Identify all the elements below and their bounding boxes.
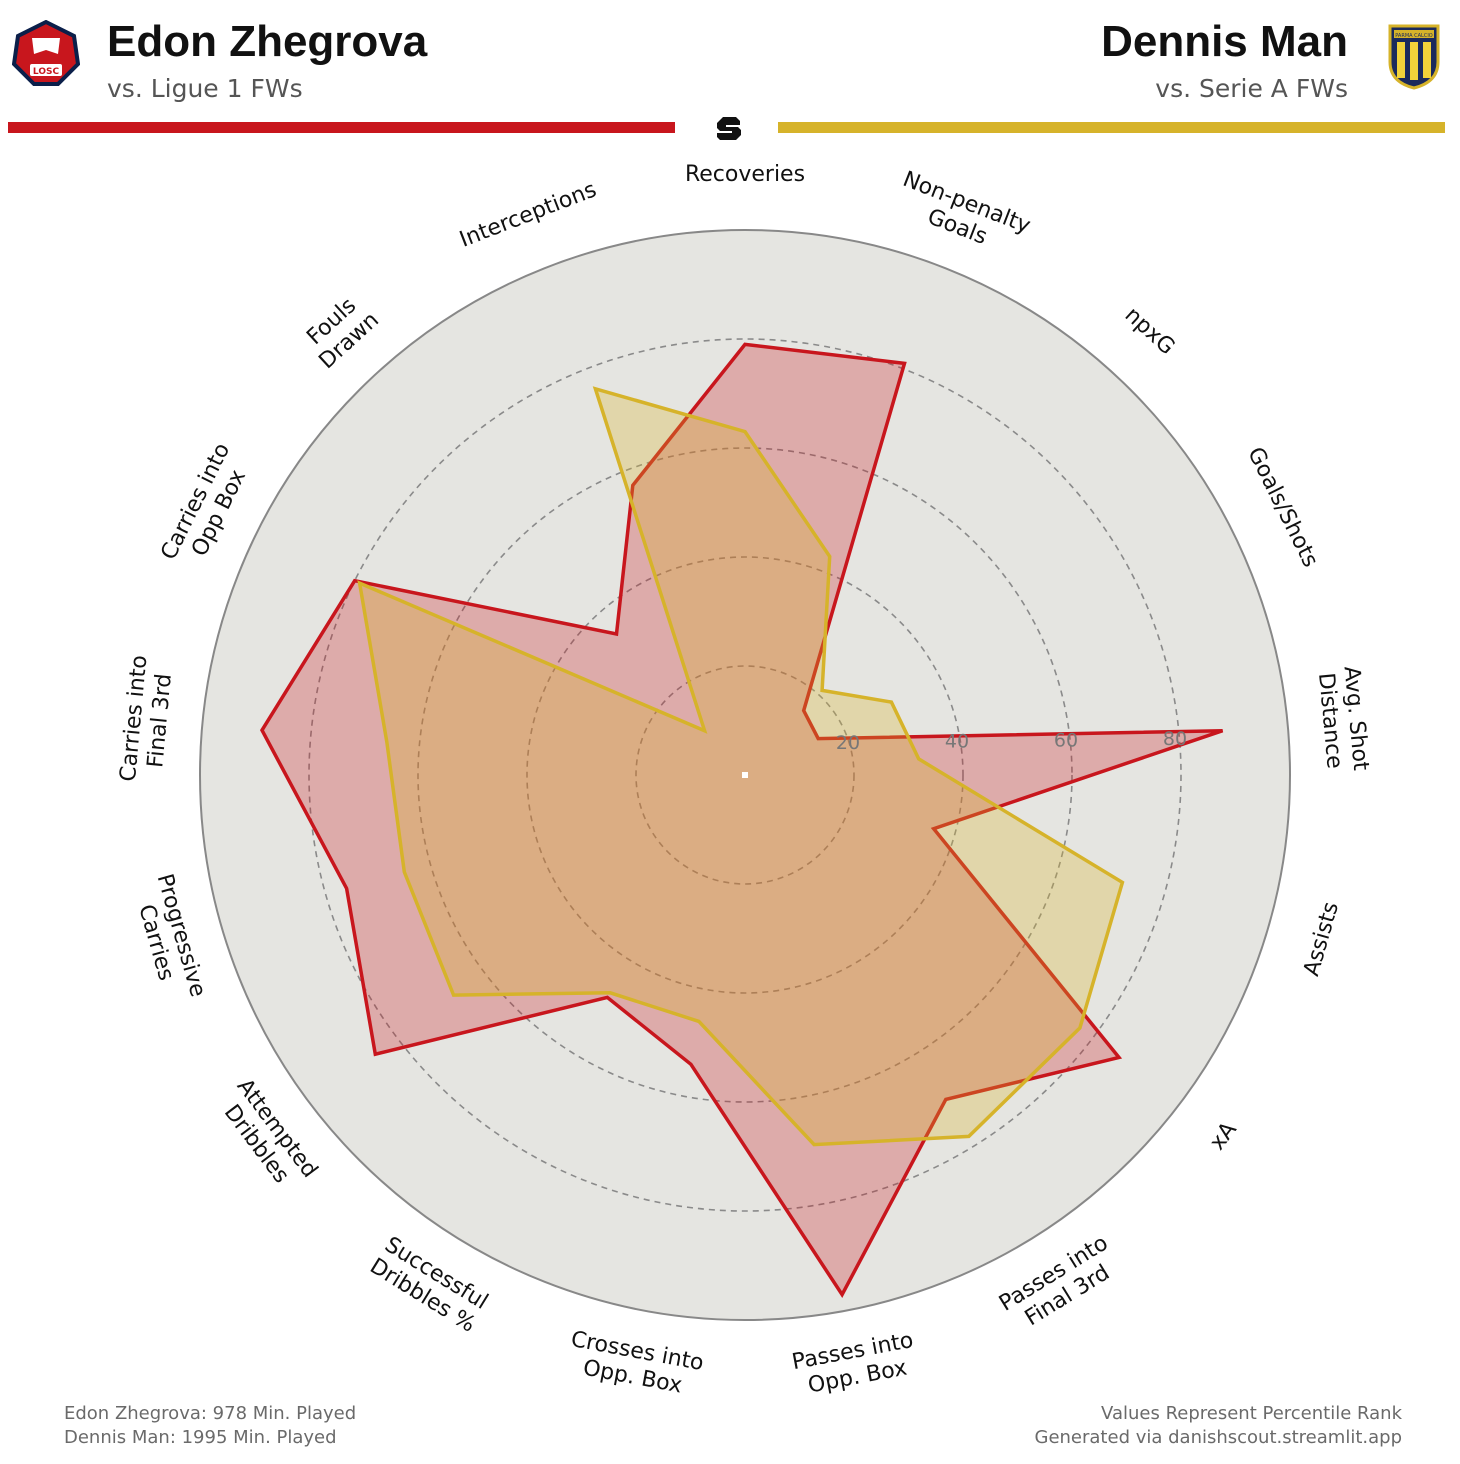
category-label-line: Goals/Shots	[1242, 443, 1323, 571]
footer-right-player-minutes: Dennis Man: 1995 Min. Played	[64, 1427, 337, 1448]
category-label-line: Recoveries	[685, 162, 805, 187]
category-label: Assists	[1299, 899, 1344, 979]
category-label-line: xA	[1205, 1118, 1242, 1155]
series-polygon-edon-zhegrova	[259, 342, 1224, 1299]
right-player-comparison: vs. Serie A FWs	[1155, 74, 1348, 103]
footer-generated-note: Generated via danishscout.streamlit.app	[1034, 1427, 1403, 1448]
left-player-color-bar	[8, 122, 675, 133]
radar-ring	[526, 556, 964, 994]
right-player-color-bar	[778, 122, 1445, 133]
ring-tick-label: 40	[945, 731, 969, 753]
radar-center-mark	[742, 772, 748, 778]
category-label-line: Assists	[1299, 899, 1344, 979]
losc-crest-icon: LOSC	[12, 20, 80, 86]
svg-text:PARMA CALCIO: PARMA CALCIO	[1395, 33, 1433, 39]
category-label-line: Interceptions	[456, 177, 600, 252]
footer-minutes: Edon Zhegrova: 978 Min. Played Dennis Ma…	[64, 1402, 356, 1450]
ring-tick-label: 60	[1054, 729, 1078, 751]
series-polygon-dennis-man	[357, 386, 1125, 1147]
category-label: Recoveries	[685, 162, 805, 187]
svg-text:LOSC: LOSC	[33, 67, 60, 77]
left-player-comparison: vs. Ligue 1 FWs	[107, 74, 303, 103]
category-label: xA	[1205, 1118, 1242, 1155]
category-label: Goals/Shots	[1242, 443, 1323, 571]
radar-ring	[635, 665, 855, 885]
footer-percentile-note: Values Represent Percentile Rank	[1101, 1403, 1402, 1424]
category-label: npxG	[1120, 302, 1180, 360]
danishscout-logo-icon	[717, 117, 741, 140]
category-label-line: npxG	[1120, 302, 1180, 360]
parma-crest-icon: PARMA CALCIO	[1388, 24, 1440, 90]
right-player-name: Dennis Man	[1101, 17, 1348, 66]
ring-tick-label: 80	[1163, 728, 1187, 750]
radar-ring	[308, 338, 1182, 1212]
ring-tick-label: 20	[836, 732, 860, 754]
category-label: Interceptions	[456, 177, 600, 252]
footer-left-player-minutes: Edon Zhegrova: 978 Min. Played	[64, 1403, 357, 1424]
left-player-name: Edon Zhegrova	[107, 17, 428, 66]
radar-ring	[417, 447, 1073, 1103]
footer-notes: Values Represent Percentile Rank Generat…	[1035, 1402, 1403, 1450]
